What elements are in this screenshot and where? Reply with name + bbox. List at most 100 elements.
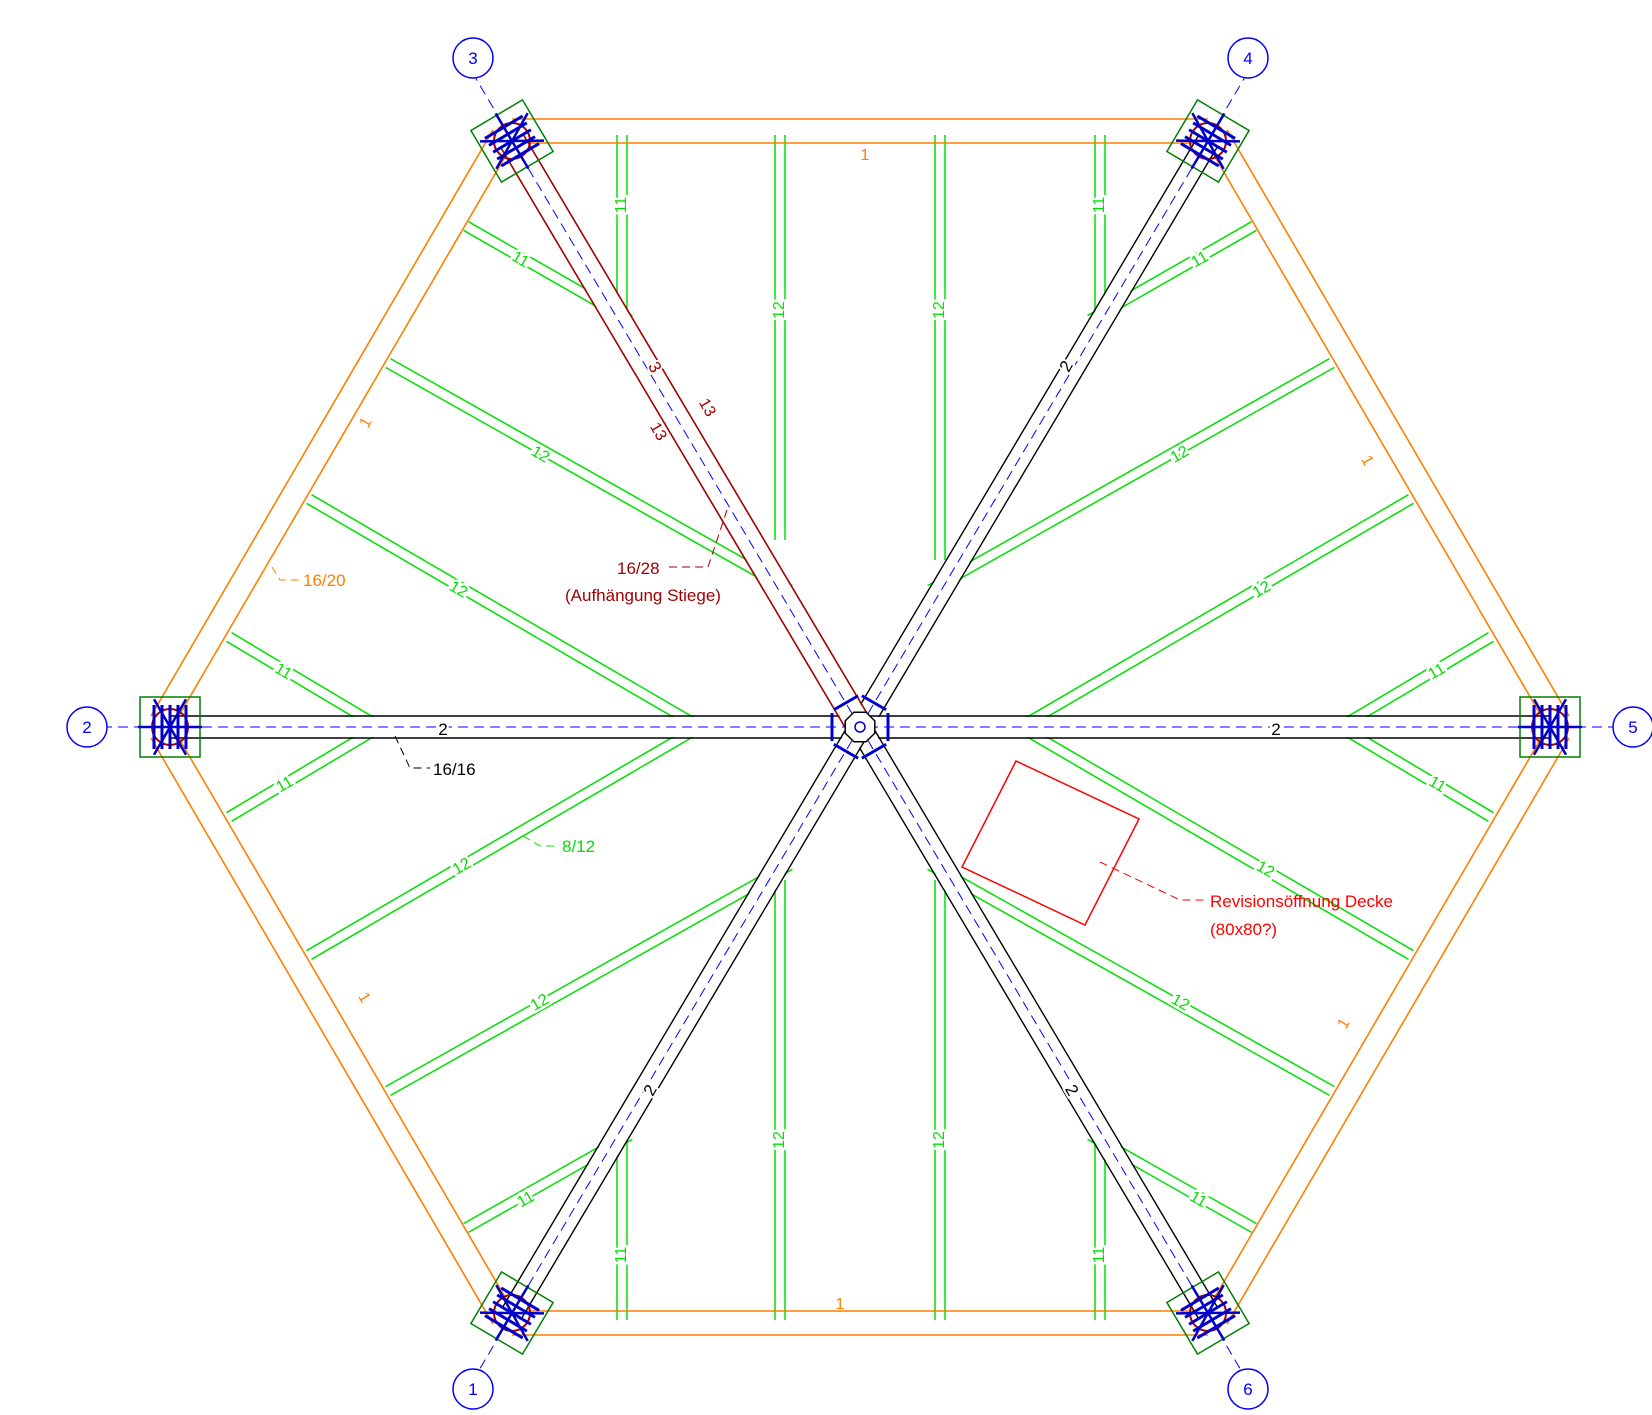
joist-label-4: 11 <box>1091 197 1108 214</box>
ring-beam-2-3-outer <box>150 129 494 717</box>
connector-arm-6-3 <box>1191 1284 1225 1342</box>
joist-label-24: 11 <box>1187 1188 1210 1211</box>
joist-label-19: 12 <box>1250 578 1274 602</box>
radial-beam-group <box>170 133 1550 1319</box>
joist-section-label: 8/12 <box>562 837 595 856</box>
ring-beam-label-lower-left: 1 <box>354 990 373 1006</box>
radial-beam-1-axis <box>511 726 861 1314</box>
corner-node-6 <box>1165 1270 1251 1356</box>
joist-label-6: 12 <box>771 1131 788 1149</box>
ring-beam-label-bottom: 1 <box>836 1296 845 1313</box>
axis-bubble-label-5: 5 <box>1628 718 1637 737</box>
ring-beam-label-top: 1 <box>861 147 870 164</box>
radial-beam-leader <box>394 735 430 769</box>
joist-label-5: 11 <box>613 1247 630 1264</box>
radial-beam-4-edge-a <box>849 135 1200 722</box>
axis-bubble-circle-5 <box>1612 706 1652 748</box>
ring-beam-5-6-outer <box>1226 737 1570 1325</box>
joist-23-edge-b <box>927 868 1330 1097</box>
joist-label-10: 12 <box>528 443 552 467</box>
stair-beam-note: (Aufhängung Stiege) <box>565 586 721 605</box>
corner-node-5 <box>1518 696 1582 758</box>
ring-beam-section-label: 16/20 <box>303 571 346 590</box>
radial-beam-1-edge-b <box>501 721 852 1308</box>
joist-23-edge-a <box>932 859 1335 1088</box>
leader-lines <box>271 509 1206 901</box>
radial-beam-4-axis <box>859 140 1209 728</box>
radial-beam-label-right: 2 <box>1271 720 1280 739</box>
axis-bubble-3: 3 <box>452 37 494 79</box>
center-connector-5 <box>833 694 859 712</box>
radial-beam-6-axis <box>859 726 1209 1314</box>
axis-bubble-label-2: 2 <box>82 718 91 737</box>
stair-beam-side-label-a: 13 <box>695 396 719 420</box>
joist-22-edge-b <box>1017 730 1409 960</box>
axis-bubble-label-6: 6 <box>1243 1380 1252 1399</box>
axis-bubble-1: 1 <box>452 1368 494 1410</box>
axis-bubble-2: 2 <box>66 706 108 748</box>
ring-beam-label-lower-right: 1 <box>1335 1016 1354 1032</box>
joist-18-edge-a <box>927 357 1330 587</box>
connector-arm-3-3 <box>495 112 529 170</box>
center-connector-3 <box>833 742 859 760</box>
stair-beam-leader <box>668 509 728 568</box>
joist-20-edge-a <box>1337 632 1489 724</box>
joist-14-edge-b <box>306 722 698 952</box>
joist-14-edge-a <box>311 730 703 960</box>
joist-15-edge-b <box>385 859 788 1088</box>
joist-label-11: 12 <box>446 578 470 602</box>
axis-bubble-circle-6 <box>1227 1368 1269 1410</box>
joist-label-21: 11 <box>1426 773 1449 796</box>
axis-bubble-label-3: 3 <box>468 49 477 68</box>
joist-15-edge-a <box>390 868 793 1097</box>
axis-bubble-circle-3 <box>452 37 494 79</box>
joist-label-14: 12 <box>450 855 474 879</box>
joist-label-7: 12 <box>931 1131 948 1149</box>
joist-label-18: 12 <box>1168 443 1192 467</box>
opening-title: Revisionsöffnung Decke <box>1210 892 1393 911</box>
joist-label-8: 11 <box>1091 1247 1108 1264</box>
ring-beam-leader <box>271 566 300 581</box>
connector-arm-5-3 <box>1532 698 1568 756</box>
stair-beam-side-label-b: 13 <box>646 420 670 444</box>
joist-13-edge-a <box>231 730 383 822</box>
stair-beam-section-label: 16/28 <box>617 559 660 578</box>
axis-bubble-group: 123 456 <box>66 37 1652 1410</box>
stair-beam-edge-b <box>522 133 872 721</box>
joist-21-edge-b <box>1337 730 1489 822</box>
corner-node-3 <box>469 98 555 184</box>
radial-beam-6-edge-a <box>868 721 1219 1308</box>
opening-leader <box>1099 861 1206 901</box>
joist-label-22: 12 <box>1253 858 1277 882</box>
axis-bubble-circle-4 <box>1227 37 1269 79</box>
corner-node-2 <box>138 696 202 758</box>
joist-19-edge-b <box>1022 502 1414 732</box>
joist-12-edge-b <box>231 632 383 724</box>
opening-size: (80x80?) <box>1210 920 1277 939</box>
axis-bubble-circle-2 <box>66 706 108 748</box>
joist-22-edge-a <box>1022 722 1414 952</box>
ring-beam-1-2-outer <box>150 737 494 1325</box>
opening-outline <box>960 760 1141 926</box>
connector-arm-4-3 <box>1175 139 1241 143</box>
axis-bubble-circle-1 <box>452 1368 494 1410</box>
connector-arm-2-3 <box>152 698 188 756</box>
joist-11-edge-a <box>306 502 698 732</box>
inspection-opening <box>960 760 1141 926</box>
corner-node-4 <box>1165 98 1251 184</box>
ring-beam-4-5-outer <box>1226 129 1570 717</box>
axis-bubble-4: 4 <box>1227 37 1269 79</box>
ring-beam-group <box>150 118 1570 1336</box>
joist-group <box>226 135 1494 1320</box>
connector-arm-1-3 <box>479 1311 545 1315</box>
ring-beam-2-3-inner <box>171 141 515 729</box>
radial-beam-label-left: 2 <box>438 720 447 739</box>
axis-bubble-5: 5 <box>1612 706 1652 748</box>
radial-beam-section-label: 16/16 <box>433 760 476 779</box>
center-connector-2 <box>861 742 887 760</box>
axis-bubble-label-4: 4 <box>1243 49 1252 68</box>
joist-label-13: 11 <box>273 773 296 796</box>
center-connector-6 <box>861 694 887 712</box>
